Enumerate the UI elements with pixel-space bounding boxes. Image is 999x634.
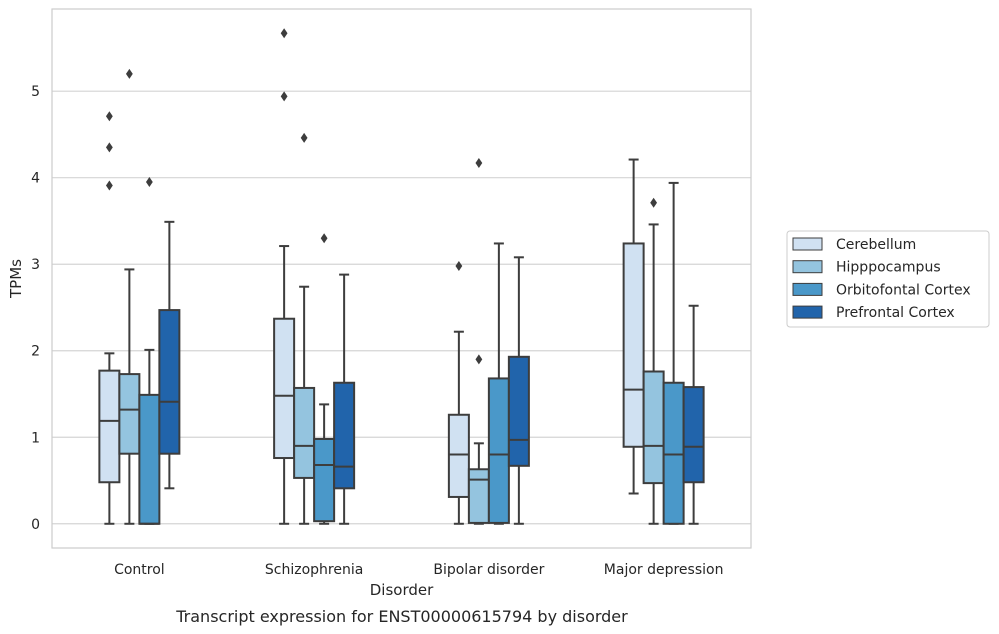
y-tick-label: 1 — [31, 430, 40, 446]
legend-label: Orbitofontal Cortex — [836, 282, 971, 298]
box-cerebellum — [273, 245, 296, 525]
plot-frame — [51, 8, 752, 549]
box-hipppocampus — [467, 442, 490, 525]
outliers — [105, 28, 658, 365]
x-tick-label: Bipolar disorder — [433, 562, 544, 578]
legend-label: Hipppocampus — [836, 260, 941, 276]
legend-label: Cerebellum — [836, 237, 916, 253]
legend-item: Orbitofontal Cortex — [792, 282, 971, 298]
box-orbitofontal-cortex — [138, 348, 161, 525]
box-hipppocampus — [642, 223, 665, 525]
legend-item: Prefrontal Cortex — [792, 305, 955, 321]
box-iqr — [447, 413, 470, 498]
box-prefrontal-cortex — [158, 220, 181, 490]
outlier-point — [475, 158, 483, 168]
x-tick-labels: Control Schizophrenia Bipolar disorder Majo… — [114, 562, 723, 578]
box-iqr — [467, 468, 490, 524]
legend: Cerebellum Hipppocampus Orbitofontal Corte… — [786, 230, 990, 328]
box-iqr — [98, 369, 121, 484]
box-cerebellum — [447, 330, 470, 525]
box-iqr — [487, 377, 510, 524]
box-iqr — [313, 437, 336, 523]
outlier-point — [125, 68, 133, 79]
box-cerebellum — [98, 352, 121, 525]
outlier-point — [105, 142, 113, 153]
legend-frame — [786, 230, 990, 328]
outlier-point — [455, 260, 463, 271]
y-tick-label: 3 — [31, 257, 40, 273]
outlier-point — [105, 111, 113, 122]
outlier-point — [475, 354, 483, 365]
box-hipppocampus — [293, 285, 316, 525]
legend-swatch — [792, 282, 823, 296]
box-iqr — [622, 242, 645, 448]
x-tick-label: Control — [114, 562, 165, 578]
box-orbitofontal-cortex — [313, 403, 336, 525]
legend-item: Cerebellum — [792, 237, 916, 253]
outlier-point — [280, 28, 288, 39]
outlier-point — [650, 197, 658, 208]
legend-swatch — [792, 237, 823, 251]
boxes — [98, 158, 705, 525]
outlier-point — [320, 233, 328, 244]
box-cerebellum — [622, 158, 645, 495]
box-iqr — [118, 373, 141, 455]
box-orbitofontal-cortex — [487, 242, 510, 525]
chart-caption: Transcript expression for ENST0000061579… — [175, 607, 628, 626]
legend-swatch — [792, 305, 823, 319]
box-iqr — [507, 355, 530, 467]
y-tick-label: 2 — [31, 344, 40, 360]
box-iqr — [662, 381, 685, 525]
box-orbitofontal-cortex — [662, 181, 685, 525]
box-prefrontal-cortex — [507, 256, 530, 525]
legend-swatch — [792, 260, 823, 274]
box-iqr — [138, 393, 161, 525]
y-tick-labels: 0 1 2 3 4 5 — [31, 84, 40, 533]
box-iqr — [333, 381, 356, 490]
box-iqr — [273, 317, 296, 460]
y-axis-label: TPMs — [7, 259, 25, 299]
x-tick-label: Schizophrenia — [265, 562, 363, 578]
legend-label: Prefrontal Cortex — [836, 305, 955, 321]
box-iqr — [158, 309, 181, 455]
box-iqr — [682, 386, 705, 484]
y-tick-label: 4 — [31, 171, 40, 187]
outlier-point — [280, 91, 288, 102]
box-hipppocampus — [118, 268, 141, 525]
y-tick-label: 0 — [31, 517, 40, 533]
outlier-point — [145, 177, 153, 188]
box-iqr — [293, 386, 316, 479]
outlier-point — [105, 180, 113, 191]
box-iqr — [642, 370, 665, 485]
x-axis-label: Disorder — [370, 581, 434, 599]
legend-item: Hipppocampus — [792, 260, 941, 276]
x-tick-label: Major depression — [604, 562, 724, 578]
y-tick-label: 5 — [31, 84, 40, 100]
outlier-point — [300, 132, 308, 143]
box-prefrontal-cortex — [333, 273, 356, 525]
box-prefrontal-cortex — [682, 304, 705, 525]
